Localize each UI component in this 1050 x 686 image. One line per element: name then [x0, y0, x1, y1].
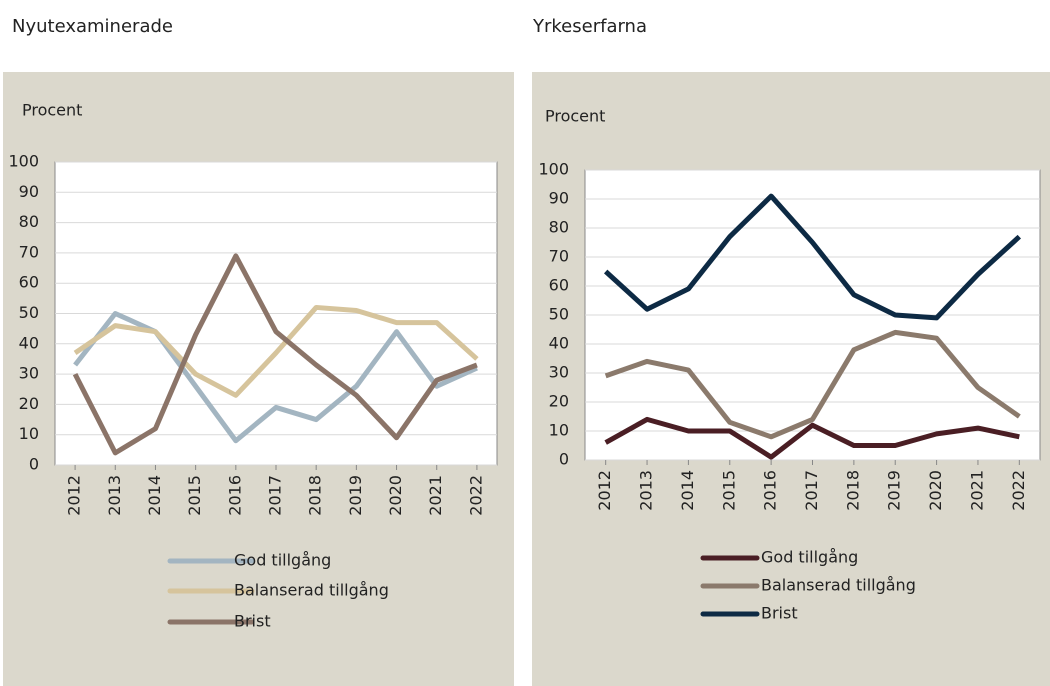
- line-series: [73, 304, 479, 398]
- y-axis-label: Procent: [545, 107, 605, 126]
- y-tick-label: 90: [549, 189, 569, 208]
- line-series: [603, 193, 1022, 321]
- x-tick-label: 2015: [185, 475, 204, 516]
- chart-title: Nyutexaminerade: [12, 16, 173, 37]
- x-tick-label: 2014: [145, 475, 164, 516]
- x-tick-label: 2020: [386, 475, 405, 516]
- y-tick-label: 70: [549, 247, 569, 266]
- y-tick-label: 50: [19, 303, 39, 322]
- x-tick-label: 2014: [678, 470, 697, 511]
- y-axis-label: Procent: [22, 101, 82, 120]
- line-series: [604, 416, 1020, 460]
- x-tick-label: 2018: [306, 475, 325, 516]
- y-tick-label: 30: [549, 363, 569, 382]
- x-tick-label: 2012: [65, 475, 84, 516]
- x-tick-label: 2018: [843, 470, 862, 511]
- x-tick-label: 2017: [802, 470, 821, 511]
- line-series: [604, 329, 1021, 440]
- legend-label: God tillgång: [761, 548, 858, 567]
- x-tick-label: 2022: [1009, 470, 1028, 511]
- y-tick-label: 50: [549, 305, 569, 324]
- x-tick-label: 2021: [426, 475, 445, 516]
- y-tick-label: 60: [19, 273, 39, 292]
- y-tick-label: 100: [538, 160, 569, 179]
- y-tick-label: 30: [19, 364, 39, 383]
- x-tick-label: 2022: [466, 475, 485, 516]
- legend-label: Brist: [234, 612, 271, 631]
- y-tick-label: 40: [19, 333, 39, 352]
- y-tick-label: 10: [549, 421, 569, 440]
- chart-title: Yrkeserfarna: [532, 16, 647, 37]
- y-tick-label: 60: [549, 276, 569, 295]
- x-tick-label: 2016: [225, 475, 244, 516]
- y-tick-label: 0: [29, 455, 39, 474]
- y-tick-label: 70: [19, 242, 39, 261]
- y-tick-label: 90: [19, 182, 39, 201]
- legend-label: Balanserad tillgång: [234, 581, 389, 600]
- x-tick-label: 2016: [761, 470, 780, 511]
- y-tick-label: 20: [19, 394, 39, 413]
- x-tick-label: 2019: [346, 475, 365, 516]
- y-tick-label: 100: [8, 152, 39, 171]
- y-tick-label: 80: [549, 218, 569, 237]
- legend-label: Brist: [761, 604, 798, 623]
- y-tick-label: 10: [19, 424, 39, 443]
- legend-label: God tillgång: [234, 551, 331, 570]
- x-tick-label: 2019: [885, 470, 904, 511]
- x-tick-label: 2015: [719, 470, 738, 511]
- x-tick-label: 2017: [266, 475, 285, 516]
- y-tick-label: 40: [549, 334, 569, 353]
- x-tick-label: 2013: [637, 470, 656, 511]
- y-tick-label: 20: [549, 392, 569, 411]
- x-tick-label: 2020: [926, 470, 945, 511]
- y-tick-label: 0: [559, 450, 569, 469]
- x-tick-label: 2012: [595, 470, 614, 511]
- x-tick-label: 2013: [105, 475, 124, 516]
- line-series: [72, 253, 478, 456]
- legend-label: Balanserad tillgång: [761, 576, 916, 595]
- y-tick-label: 80: [19, 212, 39, 231]
- line-series: [73, 311, 478, 444]
- x-tick-label: 2021: [967, 470, 986, 511]
